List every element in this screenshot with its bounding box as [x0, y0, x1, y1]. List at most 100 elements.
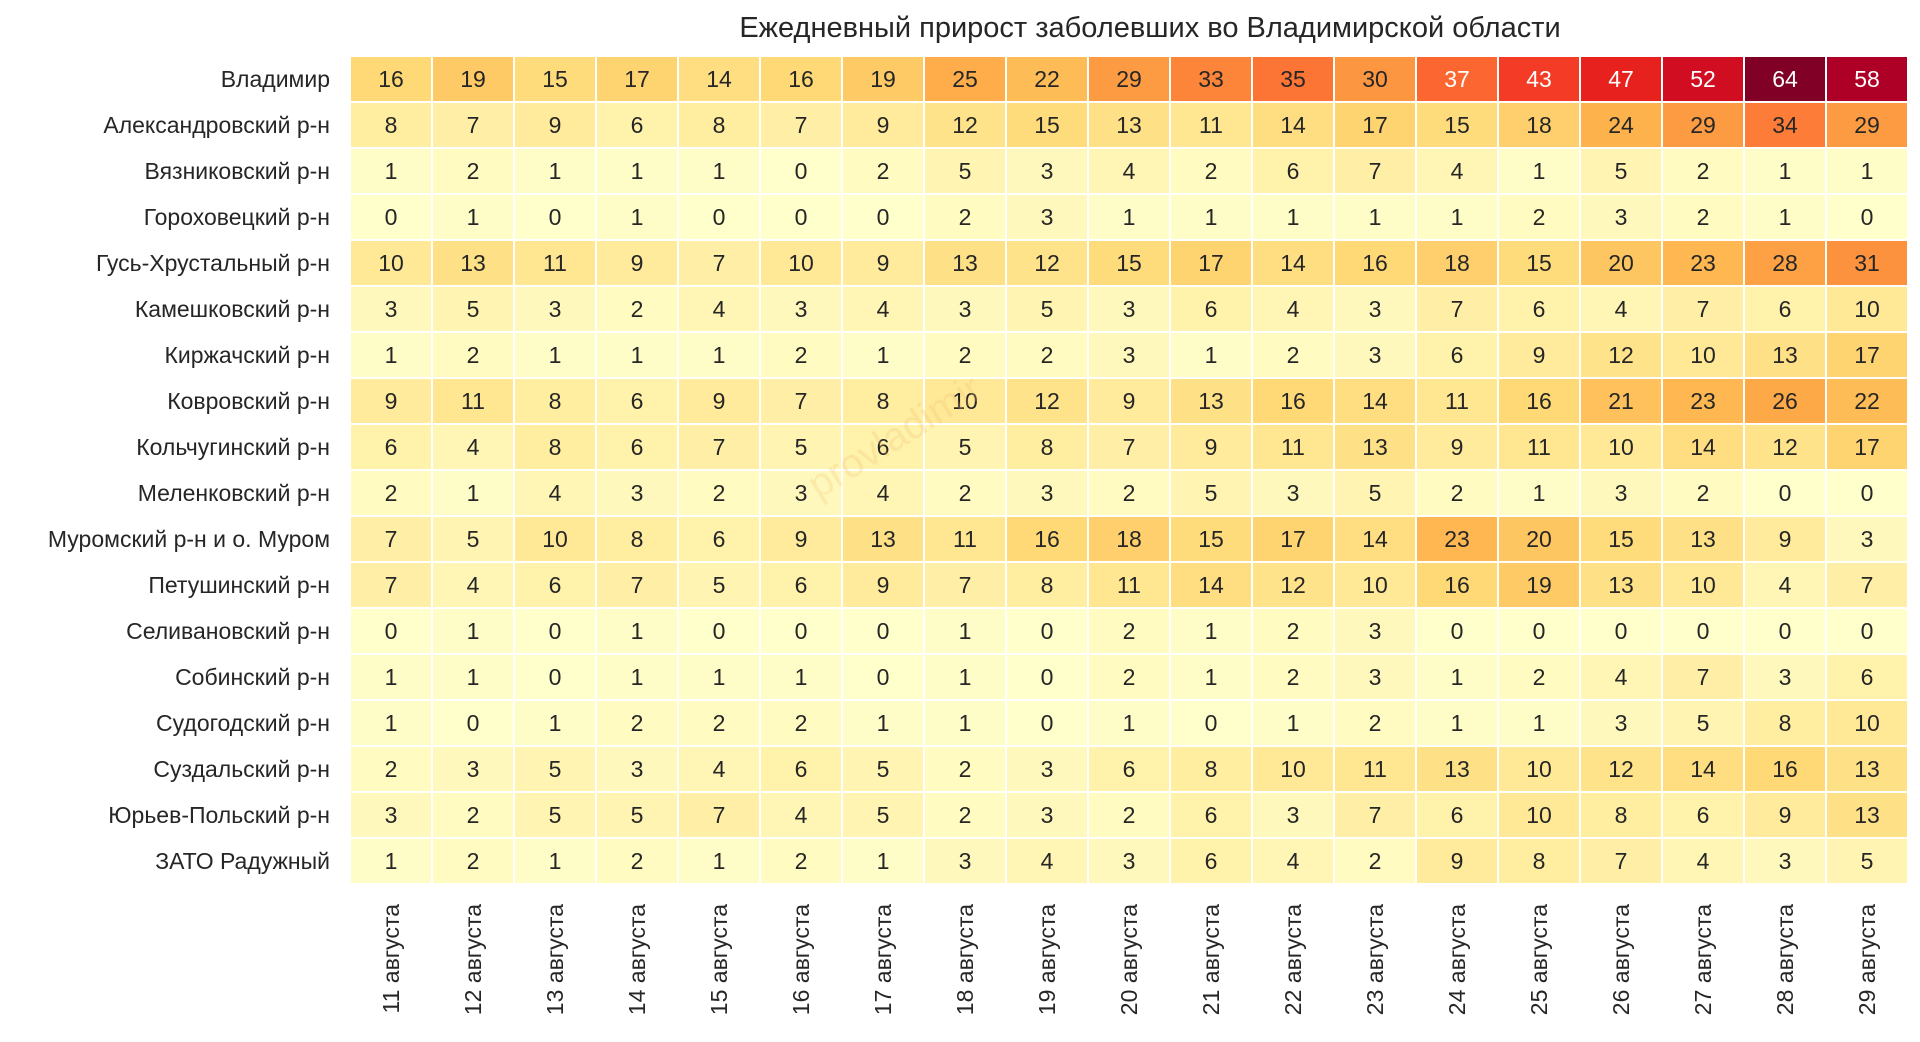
- cell-value: 1: [1533, 158, 1546, 184]
- heatmap-cell: [595, 745, 679, 793]
- column-label: 23 августа: [1362, 904, 1388, 1015]
- cell-value: 34: [1772, 112, 1798, 138]
- cell-value: 0: [1205, 710, 1218, 736]
- cell-value: 8: [631, 526, 644, 552]
- cell-value: 0: [877, 204, 890, 230]
- cell-value: 15: [1034, 112, 1060, 138]
- cell-value: 0: [1861, 480, 1874, 506]
- cell-value: 0: [1041, 664, 1054, 690]
- cell-value: 0: [1697, 618, 1710, 644]
- heatmap-cell: [1087, 837, 1171, 885]
- cell-value: 1: [549, 342, 562, 368]
- cell-value: 13: [1854, 756, 1880, 782]
- cell-value: 9: [385, 388, 398, 414]
- cell-value: 8: [1041, 434, 1054, 460]
- cell-value: 14: [706, 66, 732, 92]
- heatmap-cell: [431, 423, 515, 471]
- cell-value: 16: [1772, 756, 1798, 782]
- cell-value: 7: [1861, 572, 1874, 598]
- heatmap-cell: [513, 653, 597, 701]
- cell-value: 6: [877, 434, 890, 460]
- heatmap-cell: [513, 699, 597, 747]
- cell-value: 4: [877, 480, 890, 506]
- heatmap-cell: [1825, 193, 1909, 241]
- cell-value: 14: [1690, 434, 1716, 460]
- heatmap-cell: [1825, 837, 1909, 885]
- cell-value: 20: [1608, 250, 1634, 276]
- heatmap-cell: [1251, 837, 1335, 885]
- row-label: Петушинский р-н: [148, 572, 330, 598]
- heatmap-cell: [923, 607, 1007, 655]
- cell-value: 1: [631, 664, 644, 690]
- cell-value: 11: [953, 526, 977, 552]
- cell-value: 33: [1198, 66, 1224, 92]
- cell-value: 58: [1854, 66, 1880, 92]
- cell-value: 8: [713, 112, 726, 138]
- cell-value: 0: [795, 618, 808, 644]
- cell-value: 30: [1362, 66, 1388, 92]
- cell-value: 29: [1690, 112, 1716, 138]
- cell-value: 15: [1608, 526, 1634, 552]
- cell-value: 11: [1445, 388, 1469, 414]
- cell-value: 4: [1287, 296, 1300, 322]
- cell-value: 6: [1533, 296, 1546, 322]
- cell-value: 4: [1041, 848, 1054, 874]
- cell-value: 2: [795, 710, 808, 736]
- cell-value: 2: [795, 848, 808, 874]
- cell-value: 4: [1287, 848, 1300, 874]
- cell-value: 1: [877, 342, 890, 368]
- cell-value: 1: [385, 158, 398, 184]
- column-label: 19 августа: [1034, 904, 1060, 1015]
- heatmap-cell: [513, 837, 597, 885]
- cell-value: 0: [1779, 480, 1792, 506]
- heatmap-cell: [595, 285, 679, 333]
- heatmap-cell: [1005, 837, 1089, 885]
- cell-value: 35: [1280, 66, 1306, 92]
- column-label: 14 августа: [624, 904, 650, 1015]
- cell-value: 8: [1205, 756, 1218, 782]
- heatmap-cell: [1743, 147, 1827, 195]
- cell-value: 13: [1772, 342, 1798, 368]
- column-label: 20 августа: [1116, 904, 1142, 1015]
- cell-value: 15: [1116, 250, 1142, 276]
- heatmap-cell: [1497, 377, 1581, 425]
- heatmap-cell: [1169, 331, 1253, 379]
- cell-value: 19: [460, 66, 486, 92]
- cell-value: 3: [1779, 848, 1792, 874]
- cell-value: 2: [959, 342, 972, 368]
- column-label: 24 августа: [1444, 904, 1470, 1015]
- cell-value: 8: [549, 388, 562, 414]
- heatmap-cell: [431, 653, 515, 701]
- cell-value: 14: [1362, 526, 1388, 552]
- heatmap-cell: [1497, 561, 1581, 609]
- heatmap-cell: [1333, 55, 1417, 103]
- cell-value: 0: [1041, 618, 1054, 644]
- heatmap-cell: [1005, 331, 1089, 379]
- cell-value: 11: [1363, 756, 1387, 782]
- cell-value: 7: [385, 526, 398, 552]
- cell-value: 2: [713, 710, 726, 736]
- cell-value: 3: [1369, 618, 1382, 644]
- cell-value: 4: [1123, 158, 1136, 184]
- heatmap-cell: [1169, 147, 1253, 195]
- cell-value: 6: [1205, 848, 1218, 874]
- heatmap-cell: [1251, 653, 1335, 701]
- cell-value: 3: [467, 756, 480, 782]
- cell-value: 6: [1205, 296, 1218, 322]
- row-label: Владимир: [221, 66, 330, 92]
- cell-value: 9: [631, 250, 644, 276]
- heatmap-cell: [923, 423, 1007, 471]
- cell-value: 8: [549, 434, 562, 460]
- cell-value: 13: [1444, 756, 1470, 782]
- cell-value: 6: [1451, 802, 1464, 828]
- row-label: ЗАТО Радужный: [155, 848, 330, 874]
- cell-value: 8: [1533, 848, 1546, 874]
- cell-value: 10: [1526, 756, 1552, 782]
- cell-value: 14: [1198, 572, 1224, 598]
- cell-value: 2: [467, 158, 480, 184]
- heatmap-cell: [1743, 377, 1827, 425]
- heatmap-cell: [1825, 653, 1909, 701]
- cell-value: 12: [1034, 250, 1060, 276]
- cell-value: 1: [1779, 158, 1792, 184]
- cell-value: 16: [1526, 388, 1552, 414]
